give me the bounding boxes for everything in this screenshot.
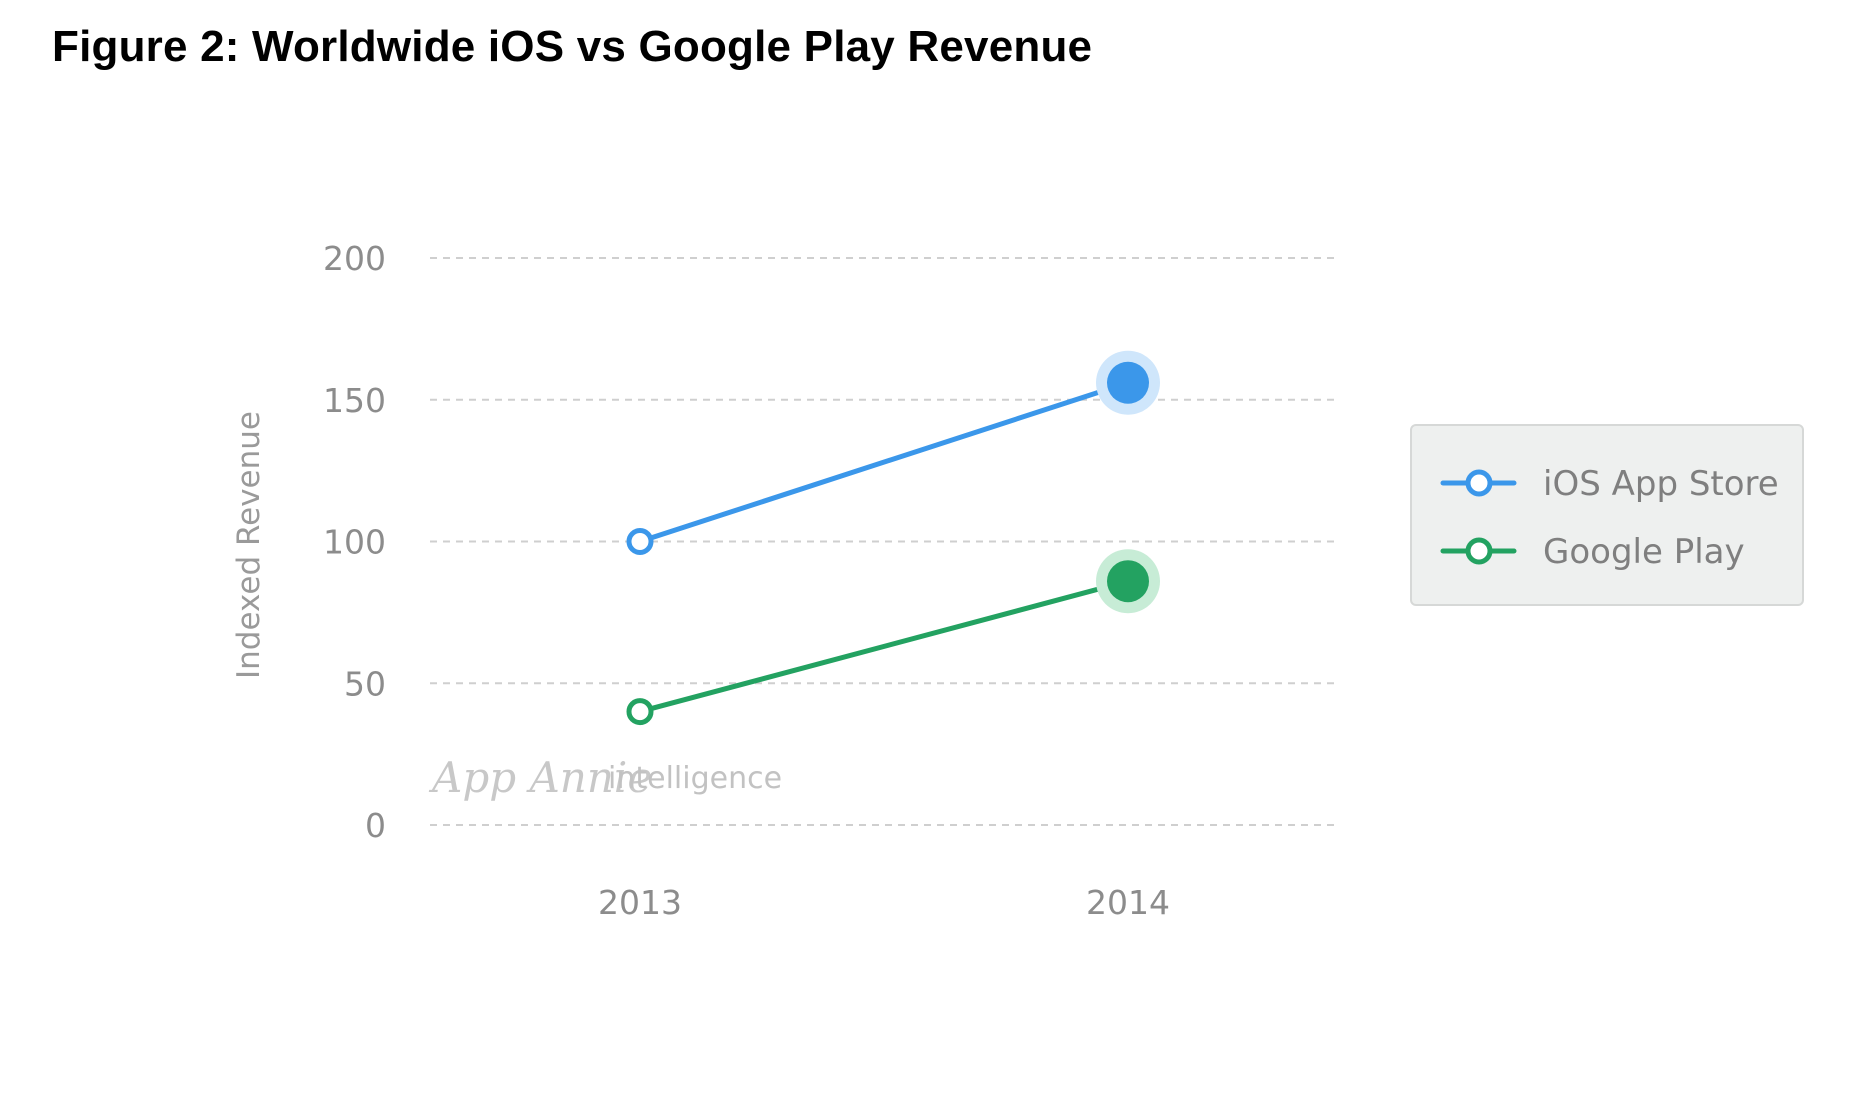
legend-label-google-play: Google Play (1543, 532, 1745, 572)
legend-box (1410, 424, 1804, 606)
y-tick-label: 50 (344, 664, 386, 703)
series-line-google-play (637, 578, 1131, 715)
y-axis-ticks: 0 50 100 150 200 (323, 239, 386, 845)
watermark-brand: App Annie (428, 753, 652, 802)
x-tick-label: 2014 (1086, 883, 1170, 922)
legend-label-ios-app-store: iOS App Store (1543, 464, 1779, 504)
watermark-sub: intelligence (608, 761, 782, 796)
data-point-ios-app-store (1107, 361, 1149, 404)
legend-swatch-marker-google-play (1465, 537, 1493, 565)
y-tick-label: 150 (323, 381, 386, 420)
data-point-google-play (626, 698, 654, 726)
app-annie-watermark: App Annie intelligence (428, 753, 782, 802)
legend: iOS App Store Google Play (1410, 424, 1804, 606)
legend-swatch-marker-ios-app-store (1465, 469, 1493, 497)
x-tick-label: 2013 (598, 883, 682, 922)
grid-lines (430, 257, 1335, 826)
legend-items: iOS App Store Google Play (1440, 464, 1779, 572)
series-line-ios-app-store (637, 380, 1131, 544)
y-tick-label: 100 (323, 523, 386, 562)
y-tick-label: 0 (365, 806, 386, 845)
data-point-google-play (1107, 560, 1149, 603)
data-point-ios-app-store (626, 528, 654, 555)
y-tick-label: 200 (323, 239, 386, 278)
figure-title: Figure 2: Worldwide iOS vs Google Play R… (52, 22, 1093, 71)
y-axis-label: Indexed Revenue (231, 411, 267, 679)
series-lines (626, 350, 1160, 726)
x-axis-ticks: 2013 2014 (598, 883, 1170, 922)
